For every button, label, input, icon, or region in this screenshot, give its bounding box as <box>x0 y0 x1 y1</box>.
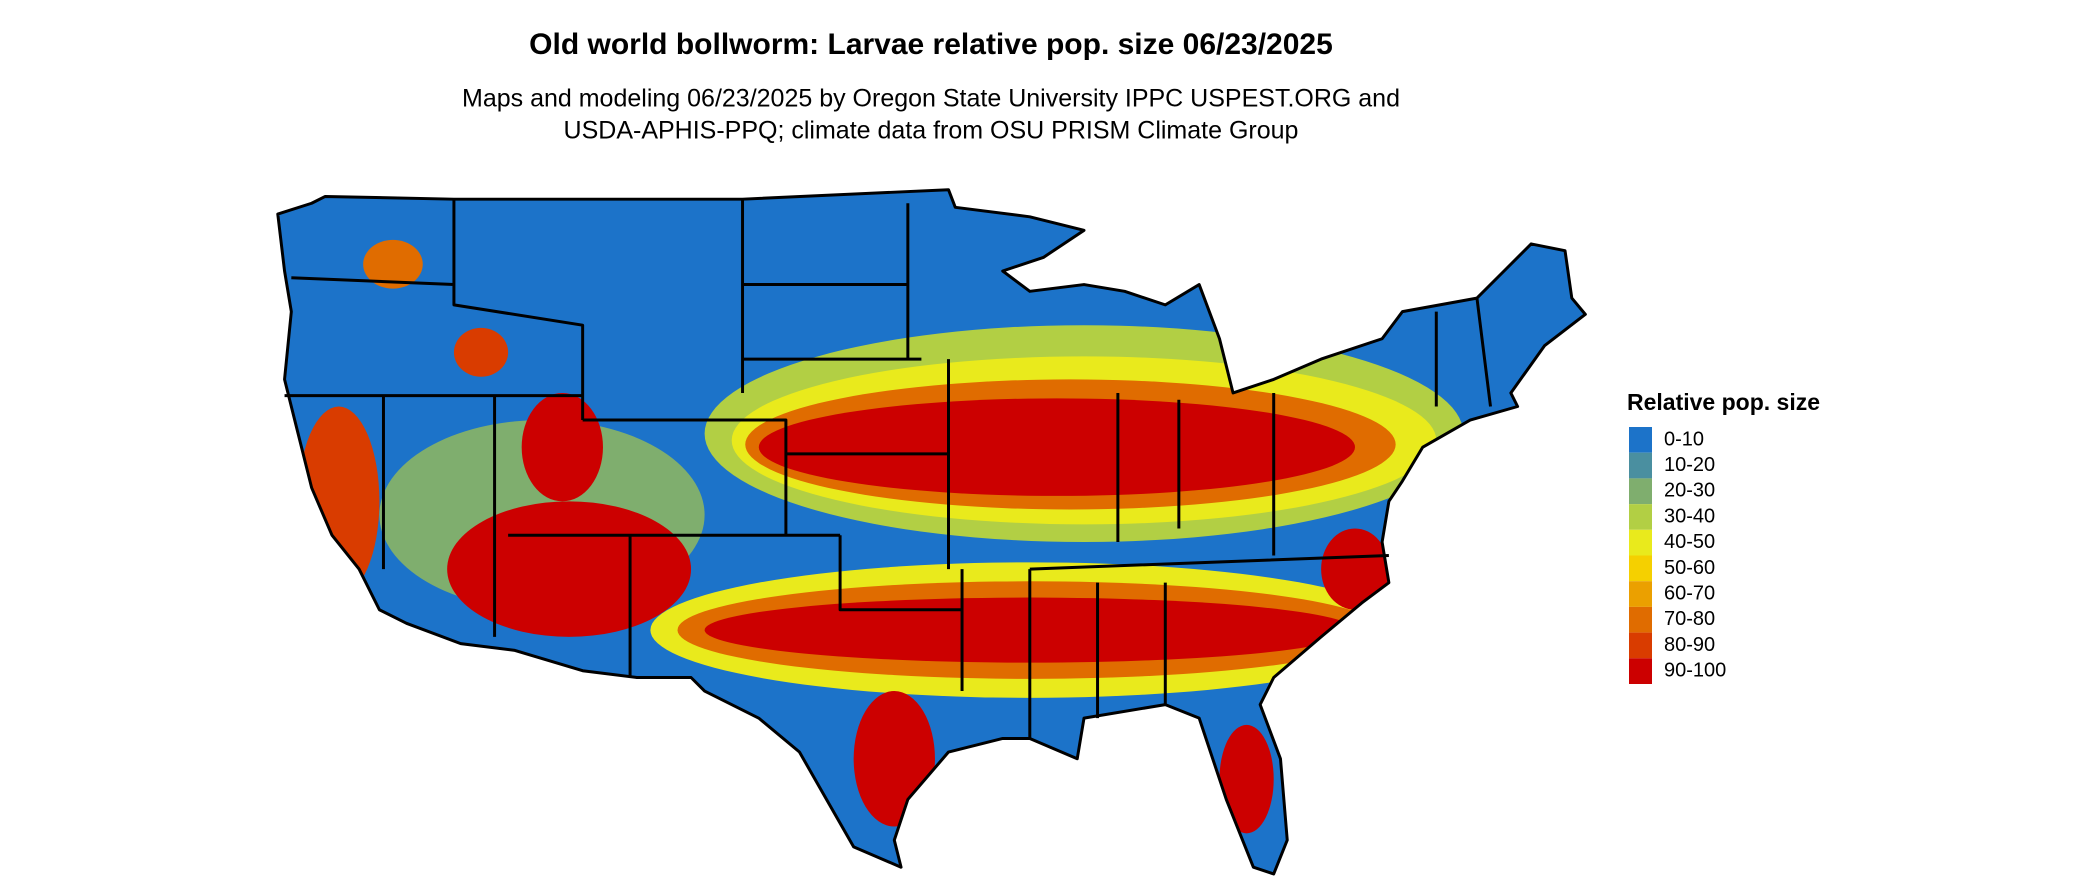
legend-label: 20-30 <box>1664 480 1715 502</box>
legend-swatch <box>1629 581 1652 607</box>
subtitle: USDA-APHIS-PPQ; climate data from OSU PR… <box>564 117 1299 145</box>
legend-label: 0-10 <box>1664 428 1704 450</box>
legend: 0-10 10-20 20-30 30-40 40-50 50-60 60-70 70-80 8… <box>1629 427 1726 684</box>
legend-label: 50-60 <box>1664 557 1715 579</box>
subtitle: Maps and modeling 06/23/2025 by Oregon S… <box>462 85 1400 113</box>
zone <box>1219 724 1274 834</box>
zone <box>363 239 423 289</box>
legend-swatch <box>1629 658 1652 684</box>
legend-swatch <box>1629 606 1652 633</box>
legend-label: 30-40 <box>1664 505 1715 527</box>
legend-label: 80-90 <box>1664 634 1715 656</box>
legend-title: Relative pop. size <box>1627 389 1820 415</box>
legend-swatch <box>1629 529 1652 556</box>
legend-label: 40-50 <box>1664 531 1715 553</box>
legend-swatch <box>1629 504 1652 530</box>
legend-label: 10-20 <box>1664 454 1715 476</box>
zone <box>298 406 380 597</box>
zone <box>853 691 935 827</box>
state-borders <box>284 199 1492 739</box>
legend-swatch <box>1629 555 1652 582</box>
legend-label: 70-80 <box>1664 608 1715 630</box>
zone <box>521 392 603 502</box>
zone <box>758 398 1355 496</box>
map <box>276 188 1587 876</box>
zone <box>1321 528 1389 610</box>
legend-swatch <box>1629 427 1652 453</box>
legend-label: 90-100 <box>1664 660 1726 682</box>
title: Old world bollworm: Larvae relative pop.… <box>529 28 1333 61</box>
legend-label: 60-70 <box>1664 582 1715 604</box>
zone <box>453 327 509 377</box>
zone <box>447 501 692 637</box>
legend-swatch <box>1629 632 1652 659</box>
legend-swatch <box>1629 478 1652 505</box>
legend-swatch <box>1629 452 1652 479</box>
